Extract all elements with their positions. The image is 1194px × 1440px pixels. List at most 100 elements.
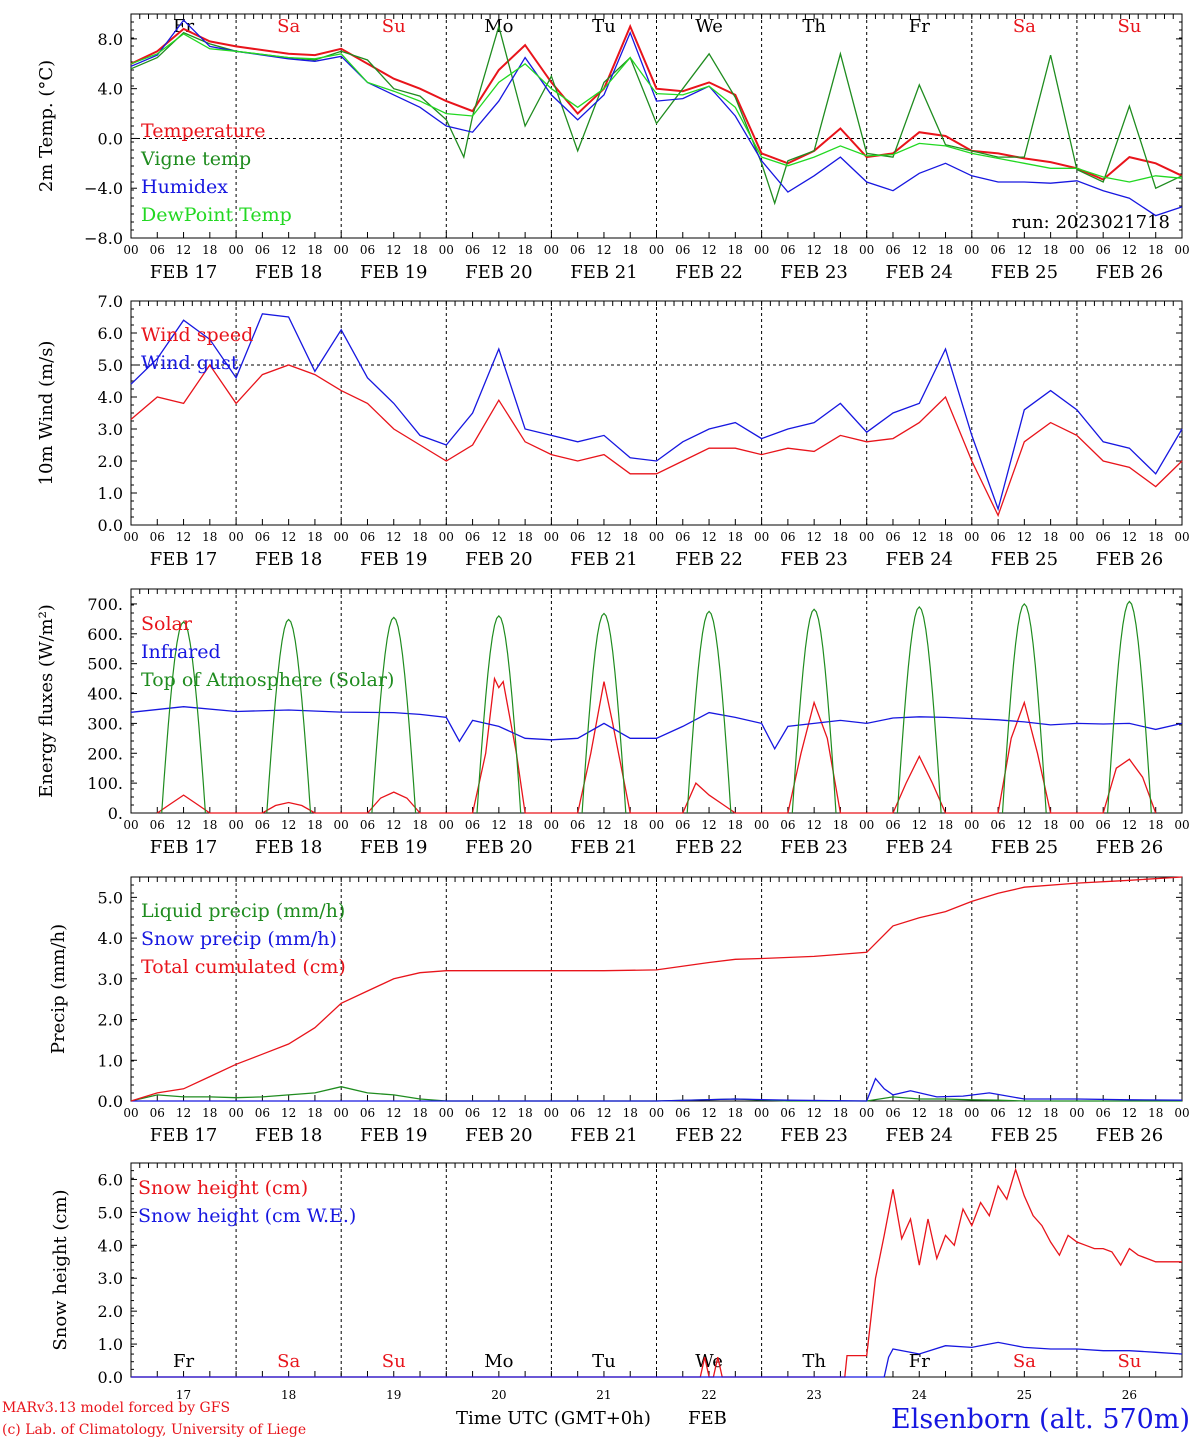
day-label: FEB 26 <box>1096 837 1163 858</box>
hour-tick-label: 00 <box>649 818 664 832</box>
series-toa-solar-day <box>371 616 417 814</box>
hour-tick-label: 18 <box>307 243 322 257</box>
hour-tick-label: 06 <box>150 818 165 832</box>
hour-tick-label: 18 <box>412 530 427 544</box>
panel-4: 5.0 4.0 3.0 2.0 1.0 0.0 Precip (mm/h) 00 06 12 18 0… <box>48 876 1190 1146</box>
day-label: FEB 21 <box>570 1125 637 1146</box>
hour-tick-label: 12 <box>281 530 296 544</box>
hour-tick-label: 00 <box>228 1106 243 1120</box>
hour-tick-label: 12 <box>701 1106 716 1120</box>
hour-tick-label: 00 <box>754 1106 769 1120</box>
day-number-label: 24 <box>912 1388 928 1402</box>
hour-tick-label: 06 <box>465 243 480 257</box>
hour-tick-label: 18 <box>728 818 743 832</box>
hour-tick-label: 06 <box>780 1106 795 1120</box>
hour-tick-label: 06 <box>990 818 1005 832</box>
hour-tick-label: 06 <box>360 1106 375 1120</box>
hour-tick-label: 18 <box>833 818 848 832</box>
legend-entry: Total cumulated (cm) <box>141 956 346 978</box>
x-axis-month: FEB <box>688 1408 727 1429</box>
hour-tick-label: 12 <box>1017 243 1032 257</box>
hour-tick-label: 06 <box>675 530 690 544</box>
hour-tick-label: 12 <box>1122 818 1137 832</box>
legend-entry: Vigne temp <box>140 148 251 170</box>
hour-tick-label: 12 <box>807 1106 822 1120</box>
weekday-label: Th <box>802 16 826 37</box>
hour-tick-label: 18 <box>412 1106 427 1120</box>
weekday-label: Su <box>382 1351 406 1372</box>
hour-tick-label: 12 <box>491 530 506 544</box>
day-label: FEB 20 <box>465 549 532 570</box>
legend-entry: Humidex <box>141 176 228 198</box>
hour-tick-label: 00 <box>964 243 979 257</box>
y-tick-label: 300. <box>87 714 123 733</box>
hour-tick-label: 06 <box>465 1106 480 1120</box>
day-label: FEB 25 <box>991 837 1058 858</box>
day-label: FEB 19 <box>360 549 427 570</box>
hour-tick-label: 12 <box>176 243 191 257</box>
day-label: FEB 17 <box>150 549 217 570</box>
day-number-label: 26 <box>1122 1388 1137 1402</box>
y-tick-label: 0.0 <box>98 129 123 148</box>
hour-tick-label: 12 <box>596 530 611 544</box>
hour-tick-label: 00 <box>1174 818 1189 832</box>
hour-tick-label: 06 <box>1096 1106 1111 1120</box>
hour-tick-label: 12 <box>1122 530 1137 544</box>
y-tick-label: 4.0 <box>98 388 123 407</box>
day-label: FEB 21 <box>570 837 637 858</box>
hour-tick-label: 06 <box>885 1106 900 1120</box>
hour-tick-label: 18 <box>307 1106 322 1120</box>
day-label: FEB 17 <box>150 837 217 858</box>
hour-tick-label: 12 <box>281 1106 296 1120</box>
hour-tick-label: 06 <box>885 243 900 257</box>
hour-tick-label: 06 <box>255 530 270 544</box>
run-label: run: 2023021718 <box>1012 212 1170 233</box>
hour-tick-label: 00 <box>439 1106 454 1120</box>
hour-tick-label: 18 <box>517 243 532 257</box>
weekday-label: Mo <box>484 1351 513 1372</box>
series-toa-solar-day <box>791 608 837 814</box>
y-tick-label: −8.0 <box>84 229 123 248</box>
hour-tick-label: 18 <box>1148 243 1163 257</box>
y-tick-label: 5.0 <box>98 888 123 907</box>
y-tick-label: 6.0 <box>98 324 123 343</box>
day-label: FEB 18 <box>255 1125 322 1146</box>
weekday-label: Sa <box>277 16 300 37</box>
hour-tick-label: 00 <box>754 818 769 832</box>
hour-tick-label: 00 <box>1174 530 1189 544</box>
weekday-label: Th <box>802 1351 826 1372</box>
hour-tick-label: 06 <box>675 818 690 832</box>
y-tick-label: 3.0 <box>98 1269 123 1288</box>
day-label: FEB 26 <box>1096 549 1163 570</box>
day-label: FEB 24 <box>886 837 953 858</box>
day-label: FEB 21 <box>570 549 637 570</box>
y-tick-label: 0.0 <box>98 1368 123 1387</box>
hour-tick-label: 00 <box>439 818 454 832</box>
legend-entry: Infrared <box>141 641 221 663</box>
y-tick-label: 2.0 <box>98 1302 123 1321</box>
hour-tick-label: 12 <box>176 818 191 832</box>
hour-tick-label: 06 <box>255 818 270 832</box>
hour-tick-label: 12 <box>596 1106 611 1120</box>
hour-tick-label: 12 <box>176 530 191 544</box>
series-line <box>130 876 1183 1102</box>
y-tick-label: 100. <box>87 774 123 793</box>
panel-5: 6.0 5.0 4.0 3.0 2.0 1.0 0.0 Snow height (cm) Fr S… <box>50 1162 1183 1402</box>
hour-tick-label: 12 <box>596 243 611 257</box>
hour-tick-label: 18 <box>1043 243 1058 257</box>
day-label: FEB 19 <box>360 262 427 283</box>
hour-tick-label: 00 <box>334 530 349 544</box>
day-label: FEB 17 <box>150 1125 217 1146</box>
hour-tick-label: 12 <box>281 243 296 257</box>
hour-tick-label: 12 <box>386 818 401 832</box>
day-label: FEB 17 <box>150 262 217 283</box>
hour-tick-label: 18 <box>938 243 953 257</box>
series-line <box>131 1341 1183 1378</box>
series-toa-solar-day <box>161 621 206 814</box>
day-number-label: 20 <box>491 1388 506 1402</box>
hour-tick-label: 12 <box>912 243 927 257</box>
day-label: FEB 25 <box>991 549 1058 570</box>
hour-tick-label: 18 <box>202 530 217 544</box>
hour-tick-label: 00 <box>334 818 349 832</box>
